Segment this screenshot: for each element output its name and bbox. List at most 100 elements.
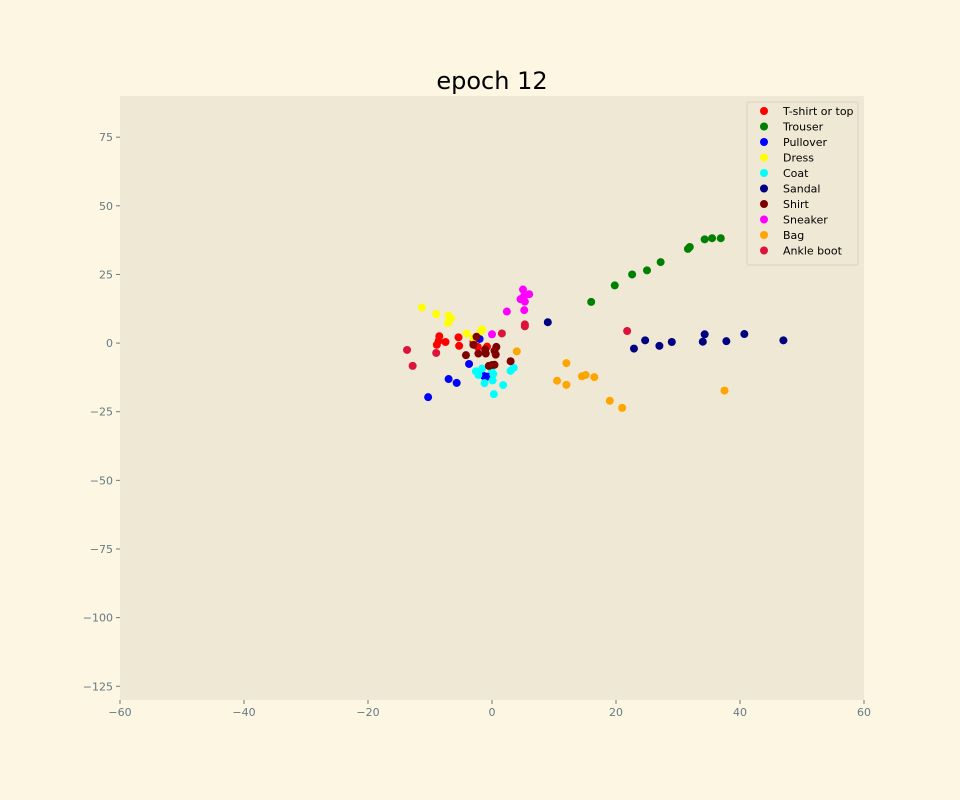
- legend-marker: [760, 153, 768, 162]
- scatter-point: [478, 325, 487, 334]
- scatter-point: [452, 378, 461, 387]
- legend-marker: [760, 200, 768, 208]
- scatter-point: [520, 297, 529, 306]
- scatter-point: [581, 370, 590, 379]
- scatter-point: [779, 336, 788, 345]
- legend-label: Sneaker: [783, 214, 828, 227]
- scatter-point: [492, 342, 501, 351]
- scatter-point: [469, 340, 478, 349]
- scatter-point: [490, 360, 499, 369]
- y-tick-label: 25: [99, 268, 113, 281]
- scatter-point: [481, 349, 490, 358]
- legend-marker: [760, 184, 768, 193]
- scatter-point: [716, 234, 725, 243]
- legend-marker: [760, 107, 768, 115]
- scatter-point: [740, 330, 749, 339]
- x-tick-label: 40: [733, 706, 747, 719]
- x-tick-label: 60: [857, 706, 871, 719]
- scatter-point: [497, 329, 506, 338]
- scatter-point: [461, 351, 470, 360]
- y-tick-label: 0: [106, 337, 113, 350]
- scatter-point: [408, 361, 417, 370]
- scatter-point: [512, 347, 521, 356]
- scatter-point: [455, 341, 464, 350]
- scatter-point: [472, 332, 481, 341]
- scatter-point: [590, 373, 599, 382]
- chart-title: epoch 12: [436, 67, 547, 95]
- scatter-point: [488, 376, 497, 385]
- scatter-point: [667, 337, 676, 346]
- scatter-point: [698, 337, 707, 346]
- scatter-point: [605, 396, 614, 405]
- scatter-point: [489, 390, 498, 399]
- scatter-point: [700, 235, 709, 244]
- y-tick-label: −75: [90, 543, 113, 556]
- scatter-point: [618, 403, 627, 412]
- y-tick-label: 50: [99, 200, 113, 213]
- scatter-point: [478, 364, 487, 373]
- legend-label: Coat: [783, 167, 809, 180]
- legend-label: T-shirt or top: [782, 105, 854, 118]
- scatter-point: [502, 307, 511, 316]
- scatter-point: [488, 330, 496, 339]
- scatter-point: [562, 359, 571, 368]
- scatter-point: [562, 380, 571, 389]
- scatter-point: [610, 281, 619, 290]
- scatter-points: [403, 234, 788, 412]
- y-tick-label: −50: [90, 474, 113, 487]
- scatter-point: [587, 297, 596, 306]
- legend-label: Pullover: [783, 136, 828, 149]
- legend-label: Shirt: [783, 198, 810, 211]
- scatter-point: [520, 306, 529, 315]
- scatter-point: [656, 258, 665, 267]
- scatter-point: [480, 379, 489, 388]
- scatter-point: [722, 337, 731, 346]
- scatter-point: [655, 341, 664, 350]
- x-tick-label: 0: [489, 706, 496, 719]
- scatter-point: [708, 234, 717, 243]
- scatter-point: [509, 363, 518, 372]
- scatter-point: [499, 381, 508, 390]
- y-tick-label: −125: [83, 680, 113, 693]
- scatter-point: [519, 285, 527, 294]
- x-tick-label: 20: [609, 706, 623, 719]
- scatter-point: [553, 376, 562, 385]
- scatter-point: [489, 370, 498, 379]
- x-tick-label: −40: [232, 706, 255, 719]
- x-tick-label: −60: [108, 706, 131, 719]
- scatter-point: [623, 327, 632, 336]
- scatter-point: [432, 348, 441, 357]
- legend-label: Ankle boot: [783, 245, 843, 258]
- scatter-point: [506, 357, 515, 366]
- legend-marker: [760, 246, 768, 255]
- y-tick-label: −25: [90, 406, 113, 419]
- scatter-point: [403, 345, 412, 354]
- scatter-point: [641, 336, 650, 345]
- legend-marker: [760, 169, 768, 177]
- legend: T-shirt or top Trouser Pullover Dress Coat Sa…: [746, 101, 859, 266]
- scatter-point: [417, 303, 426, 312]
- scatter-point: [629, 344, 638, 353]
- scatter-point: [432, 340, 441, 349]
- scatter-point: [525, 290, 534, 299]
- x-axis: −60 −40 −20 0 20 40 60: [108, 700, 871, 719]
- scatter-point: [474, 349, 483, 358]
- legend-marker: [760, 138, 768, 146]
- legend-label: Sandal: [783, 183, 820, 196]
- scatter-point: [443, 318, 452, 327]
- scatter-point: [520, 320, 529, 329]
- y-tick-label: 75: [99, 131, 113, 144]
- scatter-point: [491, 350, 500, 359]
- scatter-point: [720, 386, 729, 395]
- legend-label: Dress: [783, 152, 814, 165]
- legend-label: Trouser: [782, 121, 824, 134]
- scatter-point: [474, 370, 483, 379]
- legend-marker: [760, 231, 768, 239]
- legend-box: [746, 101, 859, 266]
- scatter-point: [685, 243, 694, 251]
- legend-marker: [760, 122, 768, 131]
- scatter-point: [643, 266, 651, 275]
- y-tick-label: −100: [83, 612, 113, 625]
- scatter-point: [441, 337, 450, 346]
